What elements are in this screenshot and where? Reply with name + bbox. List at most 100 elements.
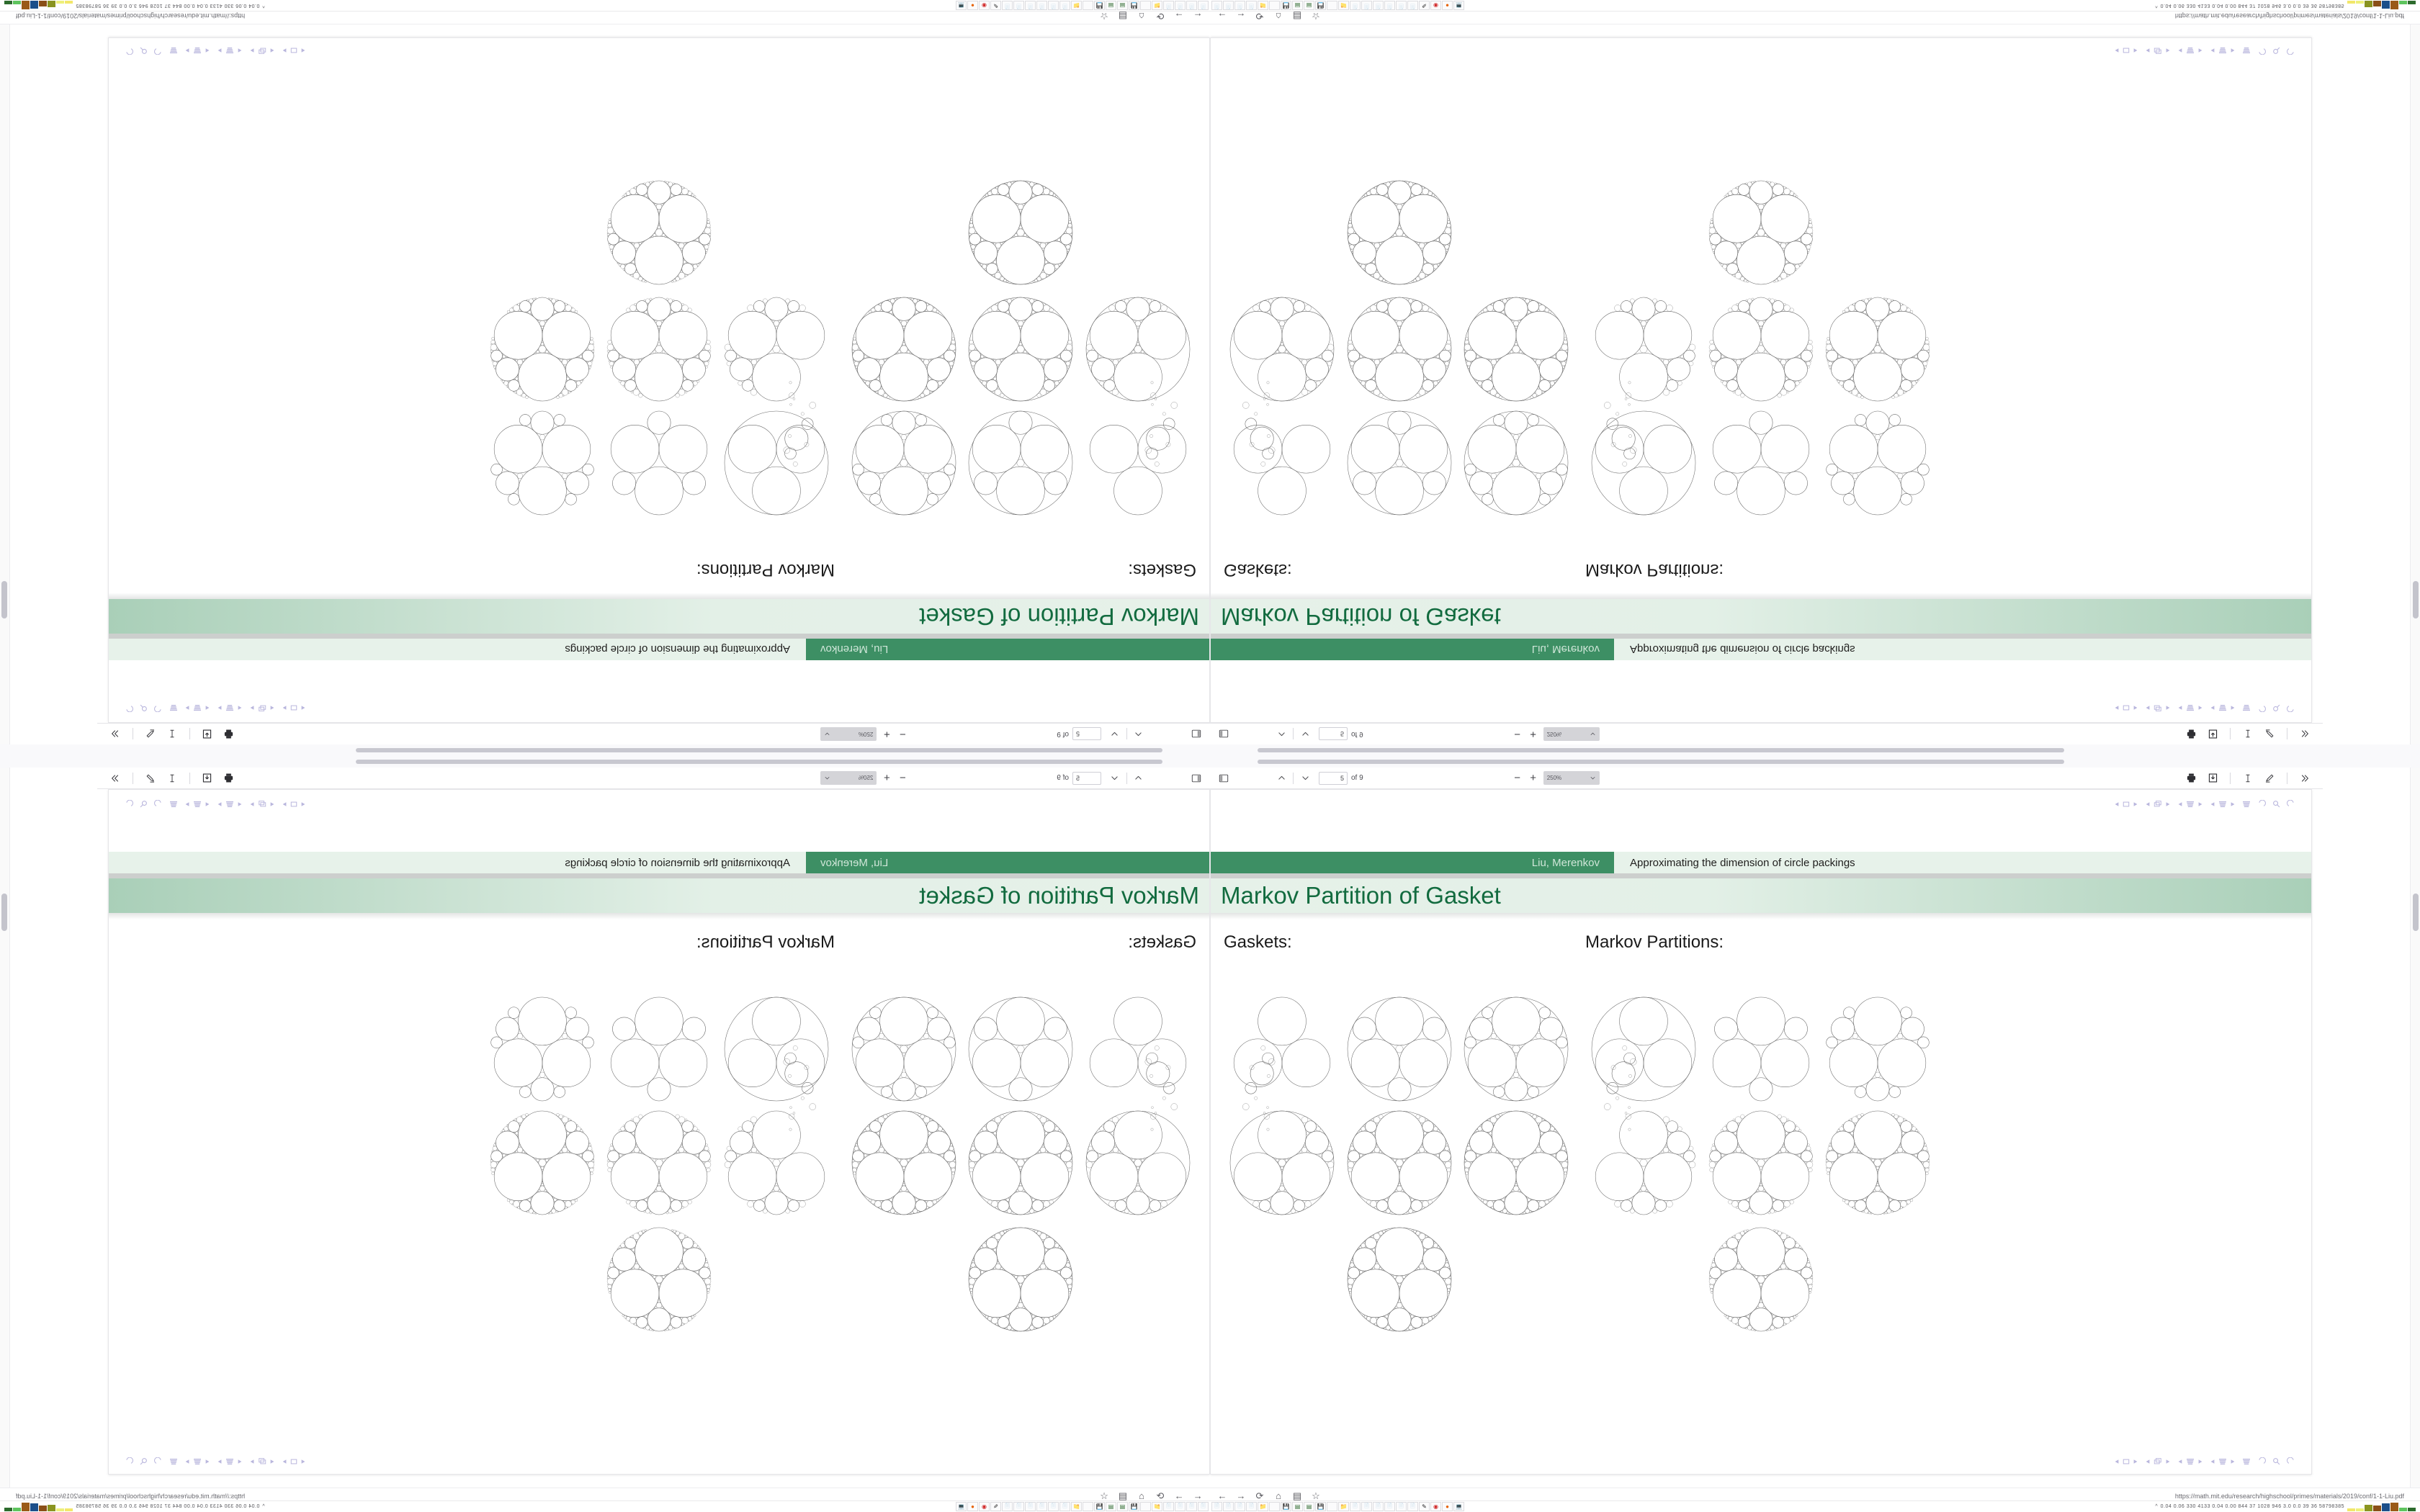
zoom-in-button[interactable]: + (883, 728, 890, 740)
taskbar-item[interactable]: 🗎 (1407, 1502, 1418, 1511)
undo-icon[interactable] (2257, 704, 2266, 712)
taskbar-item[interactable]: 📁 (1338, 1, 1349, 10)
reload-icon[interactable]: ⟳ (1255, 11, 1264, 22)
search-icon[interactable] (2272, 800, 2280, 808)
taskbar-item[interactable]: 📁 (1152, 1, 1162, 10)
pdf-page-viewport[interactable]: Liu, Merenkov Approximating the dimensio… (1210, 24, 2323, 723)
taskbar-item[interactable] (1140, 1, 1151, 10)
taskbar-item[interactable]: ✎ (990, 1502, 1001, 1511)
taskbar-item[interactable]: 🗎 (1373, 1502, 1384, 1511)
taskbar-item[interactable]: 🗎 (1396, 1, 1407, 10)
taskbar-item[interactable]: ◉ (1430, 1502, 1441, 1511)
taskbar-item[interactable]: 🗎 (1036, 1502, 1047, 1511)
download-icon[interactable] (2205, 770, 2220, 786)
scrollbar-thumb[interactable] (1, 894, 7, 931)
zoom-in-button[interactable]: + (1530, 772, 1537, 784)
pdf-vertical-scrollbar[interactable] (0, 768, 10, 1488)
undo-icon[interactable] (154, 47, 163, 55)
sidebar-toggle-icon[interactable] (1216, 770, 1232, 786)
horizontal-scrollbar[interactable] (1258, 760, 2064, 764)
taskbar-item[interactable]: 🗎 (1059, 1502, 1070, 1511)
frame-nav-group[interactable] (249, 800, 275, 808)
taskbar-item[interactable]: 🗎 (1013, 1, 1024, 10)
undo-icon[interactable] (2257, 1457, 2266, 1465)
toc-icon[interactable] (169, 1457, 178, 1465)
taskbar-item[interactable]: ▤ (1106, 1502, 1116, 1511)
taskbar-item[interactable]: 🗎 (1211, 1502, 1222, 1511)
sidebar-toggle-icon[interactable] (1216, 726, 1232, 742)
page-number-input[interactable] (1072, 771, 1101, 785)
taskbar-item[interactable]: 📁 (1152, 1502, 1162, 1511)
taskbar-item[interactable] (1140, 1502, 1151, 1511)
pdf-vertical-scrollbar[interactable] (2410, 768, 2420, 1488)
taskbar-item[interactable] (1083, 1502, 1093, 1511)
undo-icon[interactable] (154, 1457, 163, 1465)
pdf-page-viewport[interactable]: Liu, Merenkov Approximating the dimensio… (97, 789, 1210, 1488)
horizontal-scrollbar[interactable] (1258, 748, 2064, 752)
frame-nav-group[interactable] (2145, 47, 2171, 55)
redo-icon[interactable] (125, 1457, 133, 1465)
scrollbar-thumb[interactable] (2413, 894, 2419, 931)
taskbar-item[interactable]: 🗎 (1002, 1502, 1013, 1511)
taskbar-item[interactable]: 🗎 (1163, 1502, 1174, 1511)
subsection-nav-group[interactable] (217, 1457, 243, 1465)
redo-icon[interactable] (2287, 1457, 2295, 1465)
slide-nav-group[interactable] (282, 705, 306, 712)
search-icon[interactable] (140, 47, 148, 55)
taskbar-item[interactable]: ◉ (979, 1502, 990, 1511)
page-number-input[interactable] (1319, 771, 1348, 785)
scrollbar-thumb[interactable] (1, 581, 7, 618)
next-page-button[interactable] (1107, 770, 1123, 786)
taskbar-item[interactable]: 💾 (1094, 1, 1105, 10)
forward-arrow-icon[interactable]: → (1174, 11, 1184, 22)
reader-view-icon[interactable]: ▤ (1118, 11, 1128, 22)
taskbar-item[interactable]: ◉ (1430, 1, 1441, 10)
zoom-level-select[interactable]: 250% (820, 771, 877, 785)
next-page-button[interactable] (1297, 726, 1313, 742)
taskbar-item[interactable]: 🗎 (1246, 1502, 1257, 1511)
home-icon[interactable]: ⌂ (1276, 1490, 1281, 1501)
previous-page-button[interactable] (1131, 726, 1147, 742)
taskbar-item[interactable]: 🗎 (1223, 1502, 1234, 1511)
back-arrow-icon[interactable]: ← (1217, 1490, 1227, 1501)
taskbar-item[interactable]: ▤ (1117, 1, 1128, 10)
tray-expand-icon[interactable]: ^ (2155, 3, 2158, 8)
slide-nav-group[interactable] (2114, 801, 2138, 808)
sidebar-toggle-icon[interactable] (1188, 770, 1204, 786)
taskbar-item[interactable]: 🗎 (1211, 1, 1222, 10)
redo-icon[interactable] (125, 47, 133, 55)
taskbar-item[interactable] (1083, 1, 1093, 10)
taskbar-item[interactable]: 🗎 (1013, 1502, 1024, 1511)
star-icon[interactable]: ☆ (1312, 11, 1320, 22)
taskbar-item[interactable]: 🗎 (1186, 1502, 1197, 1511)
redo-icon[interactable] (2287, 800, 2295, 808)
redo-icon[interactable] (125, 800, 133, 808)
frame-nav-group[interactable] (2145, 704, 2171, 712)
horizontal-scrollbar[interactable] (356, 748, 1162, 752)
highlighter-pen-icon[interactable] (143, 726, 158, 742)
text-cursor-icon[interactable] (2240, 726, 2256, 742)
toc-icon[interactable] (2242, 800, 2251, 808)
next-page-button[interactable] (1297, 770, 1313, 786)
taskbar-item[interactable]: 🗎 (1002, 1, 1013, 10)
address-bar-url[interactable]: https://math.mit.edu/research/highschool… (2174, 12, 2404, 20)
taskbar-item[interactable]: 💾 (1129, 1, 1139, 10)
taskbar-item[interactable]: 🗎 (1384, 1, 1395, 10)
taskbar-item[interactable]: 🗎 (1396, 1502, 1407, 1511)
section-nav-group[interactable] (184, 1457, 210, 1465)
taskbar-item[interactable]: 🗎 (1350, 1502, 1361, 1511)
highlighter-pen-icon[interactable] (2262, 770, 2277, 786)
more-tools-icon[interactable] (107, 770, 123, 786)
taskbar-item[interactable]: 🗎 (1234, 1502, 1245, 1511)
download-icon[interactable] (200, 770, 215, 786)
taskbar-item[interactable]: ▤ (1117, 1502, 1128, 1511)
previous-page-button[interactable] (1273, 726, 1289, 742)
section-nav-group[interactable] (2210, 47, 2236, 55)
star-icon[interactable]: ☆ (1100, 11, 1108, 22)
toc-icon[interactable] (169, 47, 178, 55)
taskbar-item[interactable]: 🗎 (1036, 1, 1047, 10)
undo-icon[interactable] (154, 704, 163, 712)
toc-icon[interactable] (2242, 47, 2251, 55)
taskbar-item[interactable]: ▤ (1304, 1502, 1314, 1511)
frame-nav-group[interactable] (2145, 1457, 2171, 1465)
